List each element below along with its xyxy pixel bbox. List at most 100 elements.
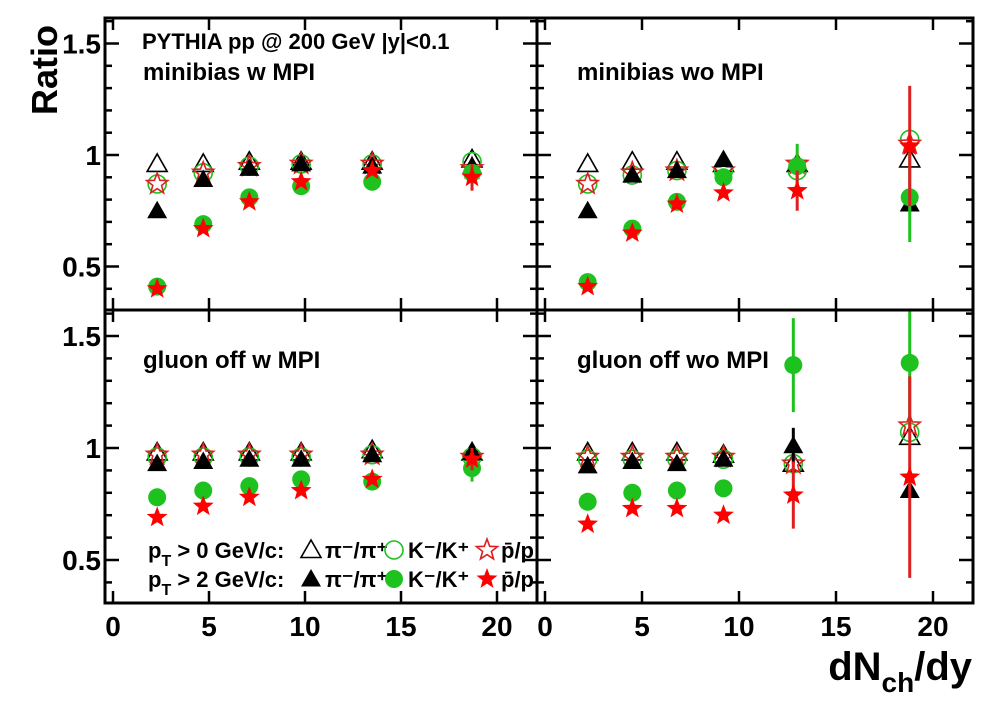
data-point-filled-triangle — [577, 455, 598, 474]
data-point-filled-triangle — [622, 165, 643, 183]
x-tick-label: 0 — [537, 611, 553, 642]
series-open-triangle — [576, 147, 922, 173]
data-point-filled-star — [713, 181, 734, 202]
data-point-filled-star — [782, 484, 804, 504]
data-point-filled-star — [786, 179, 808, 200]
series-filled-star — [577, 85, 921, 296]
data-point-filled-star — [361, 468, 383, 489]
data-point-filled-star — [290, 479, 312, 500]
data-point-filled-star — [238, 486, 260, 507]
x-tick-label: 20 — [481, 611, 512, 642]
x-label-main: dN — [828, 645, 881, 689]
series-filled-triangle — [577, 427, 920, 499]
data-point-filled-triangle — [291, 449, 312, 467]
data-point-filled-star — [146, 506, 168, 527]
data-point-filled-triangle — [291, 153, 312, 172]
panel-3: 0.5 1 1.5 0 5 10 15 20 gluon off w MPI — [62, 308, 539, 642]
legend-pi-label: π⁻/π⁺ — [325, 567, 388, 592]
chart-header: PYTHIA pp @ 200 GeV |y|<0.1 — [142, 29, 449, 54]
legend: pT > 0 GeV/c: π⁻/π⁺ K⁻/K⁺ p̄/p pT > 2 GeV/c:… — [148, 536, 534, 599]
x-tick-label: 15 — [820, 611, 851, 642]
series-filled-star — [146, 448, 483, 527]
data-point-filled-star — [192, 495, 214, 516]
data-point-filled-star — [461, 448, 483, 469]
legend-cut: pT > 2 GeV/c: — [148, 567, 284, 599]
data-point-filled-circle — [578, 492, 597, 511]
x-tick-label: 10 — [289, 611, 320, 642]
data-point-filled-triangle — [577, 200, 598, 219]
series-open-circle — [147, 444, 482, 467]
x-label-sub: ch — [882, 667, 915, 698]
data-point-filled-star — [899, 466, 921, 486]
data-point-filled-circle — [148, 488, 167, 507]
data-point-filled-star — [577, 275, 599, 296]
legend-row1: pT > 0 GeV/c: π⁻/π⁺ K⁻/K⁺ p̄/p — [148, 536, 534, 570]
data-point-filled-star — [899, 135, 921, 155]
data-point-filled-triangle — [713, 449, 734, 467]
data-point-filled-circle — [240, 477, 259, 496]
data-point-filled-circle — [194, 481, 213, 500]
y-tick-label: 1.5 — [62, 29, 101, 60]
panel-label: gluon off w MPI — [143, 347, 320, 374]
panel-label: minibias wo MPI — [577, 59, 764, 86]
data-point-filled-triangle — [622, 451, 643, 469]
data-point-filled-circle — [714, 168, 733, 187]
data-point-filled-circle — [900, 353, 919, 372]
legend-p-label: p̄/p — [501, 567, 534, 592]
data-point-filled-triangle — [362, 444, 383, 463]
series-filled-triangle — [147, 442, 483, 472]
x-tick-label: 5 — [634, 611, 650, 642]
y-tick-label: 1 — [85, 433, 101, 464]
data-point-filled-star — [713, 504, 734, 525]
y-tick-label: 1 — [85, 140, 101, 171]
data-point-filled-star — [461, 166, 483, 187]
data-point-open-triangle — [576, 152, 600, 173]
series-filled-star — [146, 159, 483, 298]
x-label-tail: /dy — [914, 645, 973, 689]
data-point-open-star — [144, 170, 170, 195]
legend-marker-K — [385, 570, 403, 588]
y-axis-label: Ratio — [24, 25, 65, 115]
legend-marker-pi — [301, 569, 321, 587]
y-tick-label: 0.5 — [62, 545, 101, 576]
data-point-filled-triangle — [239, 158, 260, 176]
panel-1: 0.5 1 1.5 minibias w MPI — [62, 16, 539, 312]
data-point-filled-triangle — [193, 451, 214, 469]
data-point-filled-triangle — [193, 169, 214, 188]
x-tick-label: 10 — [723, 611, 754, 642]
data-point-filled-star — [290, 170, 312, 191]
legend-p-label: p̄/p — [501, 538, 534, 563]
legend-K-label: K⁻/K⁺ — [408, 538, 469, 563]
panel-label: minibias w MPI — [143, 59, 315, 86]
data-point-filled-circle — [667, 481, 686, 500]
x-tick-label: 5 — [201, 611, 217, 642]
data-point-open-triangle — [145, 152, 169, 173]
data-point-filled-triangle — [147, 200, 168, 219]
data-point-filled-circle — [292, 470, 311, 489]
data-point-filled-star — [621, 497, 643, 518]
data-point-filled-triangle — [666, 453, 687, 472]
legend-cut: pT > 0 GeV/c: — [148, 538, 284, 570]
panel-2: minibias wo MPI — [535, 16, 975, 312]
panel-frame — [535, 308, 975, 605]
data-point-filled-star — [621, 222, 643, 242]
legend-marker-K — [384, 540, 404, 560]
y-tick-label: 1.5 — [62, 321, 101, 352]
y-tick-label: 0.5 — [62, 252, 101, 283]
data-point-filled-star — [666, 497, 688, 518]
x-tick-label: 20 — [917, 611, 948, 642]
legend-marker-p — [474, 536, 500, 561]
data-point-filled-star — [666, 193, 688, 213]
legend-marker-p — [476, 568, 498, 588]
data-point-open-star — [574, 170, 601, 195]
data-point-filled-circle — [784, 356, 803, 375]
data-point-filled-triangle — [713, 149, 734, 167]
legend-pi-label: π⁻/π⁺ — [325, 538, 388, 563]
data-point-filled-star — [146, 277, 168, 298]
series-filled-circle — [578, 310, 919, 511]
data-point-filled-triangle — [666, 160, 687, 179]
x-tick-label: 0 — [105, 611, 121, 642]
panel-label: gluon off wo MPI — [577, 347, 769, 374]
series-open-circle — [577, 129, 920, 194]
